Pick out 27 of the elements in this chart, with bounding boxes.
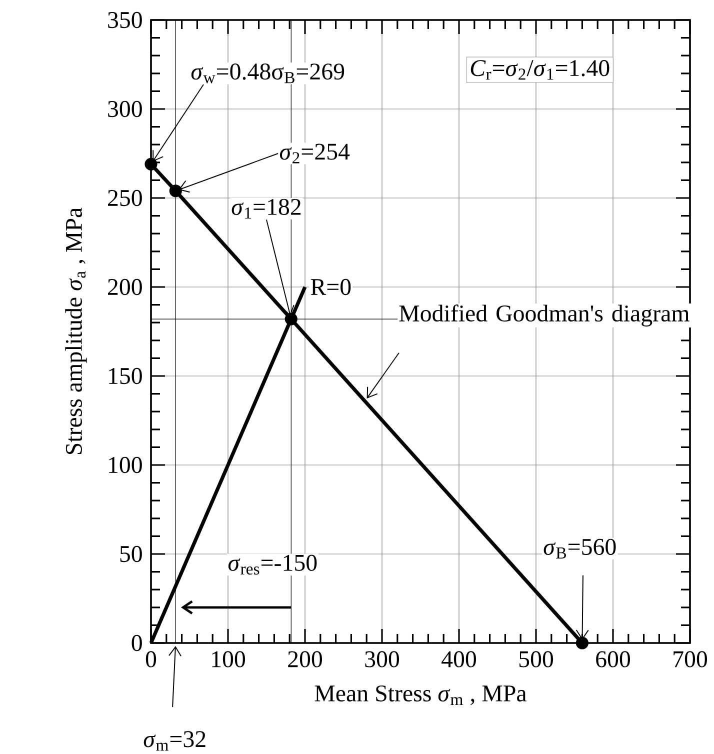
y-tick-label: 200	[108, 278, 142, 296]
x-tick-label: 300	[365, 651, 400, 668]
x-tick-label: 100	[212, 651, 246, 668]
x-axis-title: Mean Stress σ$_{m}$ , MPa	[314, 685, 526, 705]
y-tick-label: 150	[109, 368, 142, 384]
annotation: σ$_{B}$=560	[544, 538, 616, 558]
y-tick-label: 350	[108, 12, 142, 28]
x-tick-label: 200	[288, 651, 322, 668]
y-tick-label: 0	[132, 634, 142, 652]
y-tick-label: 50	[120, 546, 142, 562]
y-tick-label: 250	[108, 190, 142, 206]
x-tick-label: 400	[442, 651, 476, 668]
annotation: σ$_{1}$=182	[232, 198, 301, 218]
x-tick-label: 700	[674, 651, 708, 668]
y-tick-label: 100	[109, 456, 142, 474]
x-tick-label: 500	[519, 651, 554, 668]
annotation: σ$_{w}$=0.48σ$_{B}$=269	[191, 64, 344, 84]
text: C$_{r}$=σ$_{2}$/σ$_{1}$=1.40	[470, 60, 610, 80]
annotation: R=0	[310, 278, 351, 296]
annotation: σ$_{m}$=32	[144, 731, 206, 751]
annotation: σ$_{2}$=254	[280, 144, 350, 164]
x-tick-label: 600	[596, 651, 630, 668]
y-tick-label: 300	[108, 100, 142, 118]
annotation: σ$_{res}$=-150	[228, 554, 317, 575]
y-axis-title: Stress amplitude σ$_{a}$ , MPa	[65, 208, 87, 454]
annotation: Modified Goodman's diagram	[399, 304, 690, 326]
x-tick-label: 0	[146, 651, 156, 668]
